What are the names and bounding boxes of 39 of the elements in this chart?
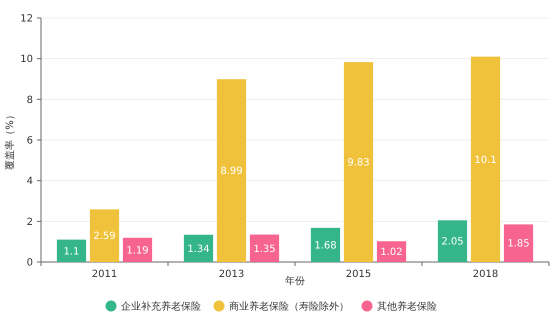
y-axis-title: 覆盖率（%） (4, 110, 16, 170)
bar (216, 79, 246, 262)
bar (184, 234, 214, 262)
bar (470, 56, 500, 262)
bar (504, 224, 534, 262)
data-label: 1.68 (314, 240, 337, 252)
bar (344, 62, 374, 262)
x-tick-label: 2013 (218, 269, 244, 280)
x-tick-label: 2015 (346, 269, 372, 280)
data-label: 1.85 (507, 238, 530, 250)
data-label: 8.99 (220, 166, 243, 178)
y-tick-label: 4 (26, 176, 33, 188)
data-label: 2.05 (441, 236, 464, 248)
data-label: 2.59 (93, 231, 116, 242)
bar (250, 234, 280, 262)
data-label: 1.19 (126, 245, 149, 256)
x-tick-label: 2011 (92, 269, 118, 280)
bar (122, 238, 152, 262)
y-tick-label: 2 (26, 216, 33, 228)
y-tick-label: 0 (26, 258, 33, 268)
data-label: 1.34 (187, 244, 210, 255)
x-axis-title: 年份 (285, 275, 305, 287)
y-tick-label: 6 (26, 136, 33, 146)
data-label: 1.1 (64, 246, 80, 258)
data-label: 9.83 (347, 158, 370, 169)
data-label: 1.02 (380, 247, 403, 258)
y-tick-label: 12 (20, 14, 33, 24)
bar (310, 228, 340, 262)
bar (56, 240, 86, 262)
y-tick-label: 10 (20, 54, 33, 66)
data-label: 1.35 (253, 244, 276, 255)
bar (438, 220, 468, 262)
data-label: 10.1 (474, 154, 497, 166)
legend-label: 其他养老保险 (377, 300, 437, 312)
bar (90, 209, 120, 262)
y-tick-label: 8 (26, 94, 33, 106)
legend-label: 企业补充养老保险 (121, 300, 201, 312)
x-tick-label: 2018 (472, 269, 498, 280)
legend-label: 商业养老保险（寿险除外） (229, 300, 349, 312)
